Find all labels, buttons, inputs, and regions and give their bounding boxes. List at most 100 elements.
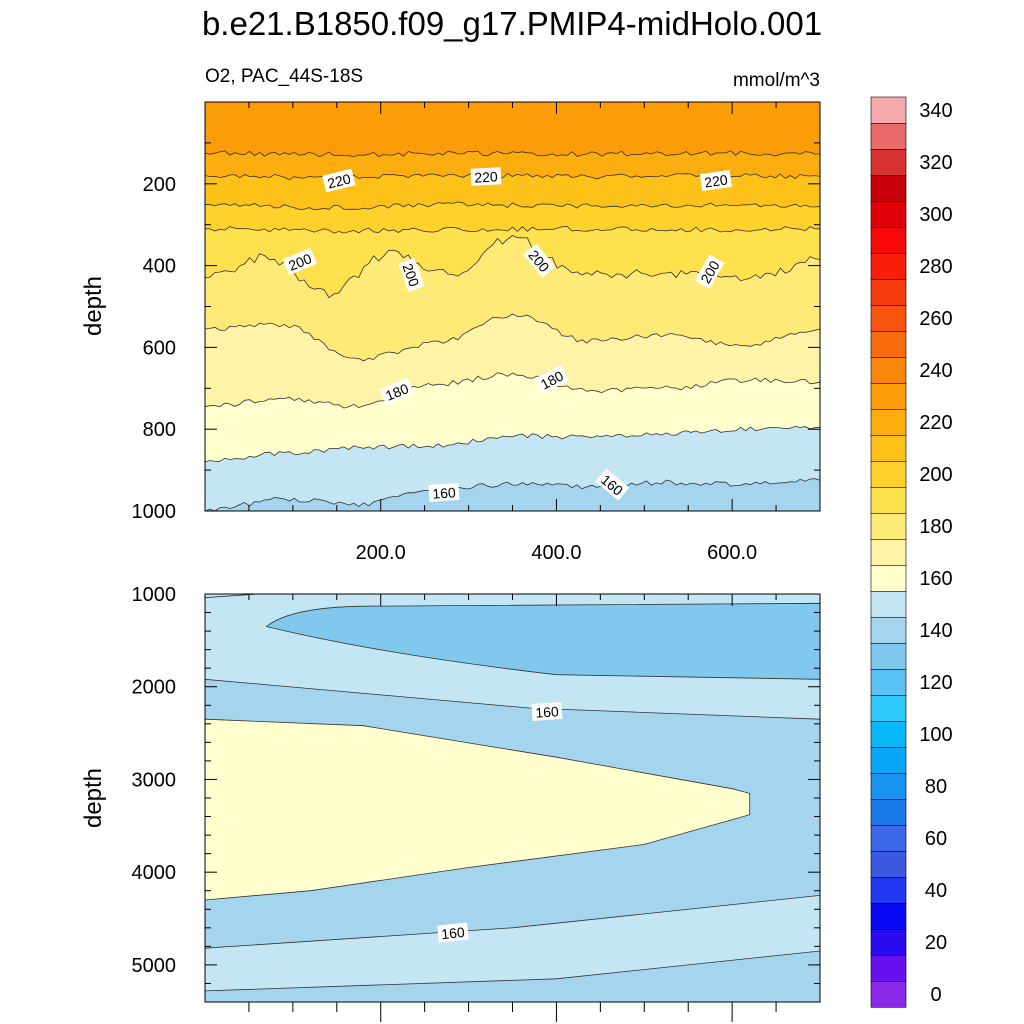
contour-label-220: 220 (322, 168, 356, 193)
contour-label-text: 160 (432, 484, 457, 502)
contour-label-box (398, 257, 425, 292)
y-tick-label: 2000 (132, 677, 177, 699)
colorbar-swatch (870, 434, 907, 462)
colorbar-swatch (870, 486, 907, 514)
contour-line-160 (205, 678, 820, 720)
contour-label-text: 160 (441, 924, 466, 942)
contour-label-box (534, 365, 569, 395)
colorbar-tick-label: 120 (919, 672, 952, 694)
colorbar-swatch (870, 538, 907, 566)
colorbar-swatch (870, 226, 907, 254)
colorbar-swatch (870, 356, 907, 384)
y-tick-label: 400 (143, 256, 176, 278)
colorbar-tick-label: 140 (919, 620, 952, 642)
y-tick-label: 800 (143, 419, 176, 441)
colorbar-swatch (870, 694, 907, 722)
contour-label-box (531, 701, 563, 722)
contour-label-200: 200 (398, 257, 425, 292)
y-tick-label: 3000 (132, 769, 177, 791)
contour-label-box (322, 168, 356, 193)
y-tick-label: 200 (143, 174, 176, 196)
upper-y-axis-title: depth (80, 276, 107, 336)
y-tick-label: 1000 (132, 501, 177, 523)
contour-label-220: 220 (470, 167, 502, 186)
contour-label-box (523, 243, 556, 278)
y-tick-label: 5000 (132, 955, 177, 977)
colorbar-swatch (870, 772, 907, 800)
contour-label-box (437, 922, 469, 943)
contour-line-190 (205, 313, 820, 362)
colorbar-swatch (870, 798, 907, 826)
y-tick-label: 600 (143, 337, 176, 359)
contour-label-box (428, 482, 460, 503)
contour-label-160: 160 (428, 482, 460, 503)
colorbar-tick-label: 340 (919, 100, 952, 122)
colorbar-swatch (870, 720, 907, 748)
contour-label-box (694, 254, 725, 289)
x-tick-label: 600.0 (707, 542, 757, 564)
colorbar-swatch (870, 460, 907, 488)
colorbar-tick-label: 240 (919, 360, 952, 382)
colorbar-swatch (870, 564, 907, 592)
colorbar-swatch (870, 902, 907, 930)
colorbar-swatch (870, 824, 907, 852)
contour-band-deep (205, 950, 820, 1002)
contour-label-text: 220 (703, 171, 729, 190)
contour-label-box (282, 248, 317, 276)
contour-label-text: 220 (474, 168, 498, 185)
contour-label-220: 220 (699, 169, 732, 192)
contour-label-160: 160 (531, 701, 563, 722)
contour-line-170 (205, 425, 820, 463)
colorbar-tick-label: 40 (925, 880, 947, 902)
colorbar-swatch (870, 746, 907, 774)
colorbar-tick-label: 80 (925, 776, 947, 798)
colorbar: 0 20 40 60 80 100 120 140 160 180 200 220 240 260 280 3… (870, 96, 953, 1008)
colorbar-swatch (870, 980, 907, 1008)
contour-label-text: 160 (535, 703, 560, 721)
y-tick-label: 1000 (132, 584, 177, 606)
contour-band-150 (265, 602, 820, 680)
colorbar-tick-label: 0 (930, 984, 941, 1006)
colorbar-swatch (870, 642, 907, 670)
x-tick-label: 400.0 (531, 542, 581, 564)
contour-band-160 (205, 594, 820, 1002)
colorbar-swatch (870, 616, 907, 644)
colorbar-swatch (870, 330, 907, 358)
contour-band-160 (205, 478, 820, 511)
lower-panel: 160 160 1000 2000 3000 4000 5000 depth (80, 584, 821, 1022)
colorbar-swatch (870, 876, 907, 904)
colorbar-swatch (870, 200, 907, 228)
contour-label-text: 200 (399, 261, 422, 289)
x-tick-label: 200.0 (356, 542, 406, 564)
colorbar-swatch (870, 590, 907, 618)
colorbar-tick-label: 100 (919, 724, 952, 746)
colorbar-tick-label: 300 (919, 204, 952, 226)
colorbar-tick-label: 20 (925, 932, 947, 954)
colorbar-swatch (870, 382, 907, 410)
contour-line-215 (205, 201, 820, 211)
colorbar-tick-label: 220 (919, 412, 952, 434)
contour-line-210 (205, 225, 820, 234)
contour-line-180 (205, 372, 820, 409)
colorbar-swatch (870, 304, 907, 332)
colorbar-swatch (870, 252, 907, 280)
colorbar-tick-label: 160 (919, 568, 952, 590)
colorbar-swatch (870, 928, 907, 956)
colorbar-swatch (870, 954, 907, 982)
colorbar-swatch (870, 850, 907, 878)
contour-label-box (699, 169, 732, 192)
colorbar-swatch (870, 148, 907, 176)
colorbar-swatch (870, 96, 907, 124)
colorbar-swatch (870, 122, 907, 150)
contour-label-160: 160 (437, 922, 469, 943)
lower-y-axis-title: depth (80, 768, 107, 828)
contour-label-box (379, 378, 414, 406)
colorbar-swatch (870, 174, 907, 202)
contour-line-200 (205, 235, 820, 299)
contour-label-box (470, 167, 502, 186)
colorbar-swatch (870, 408, 907, 436)
colorbar-tick-label: 200 (919, 464, 952, 486)
upper-left-label: O2, PAC_44S-18S (205, 66, 363, 87)
